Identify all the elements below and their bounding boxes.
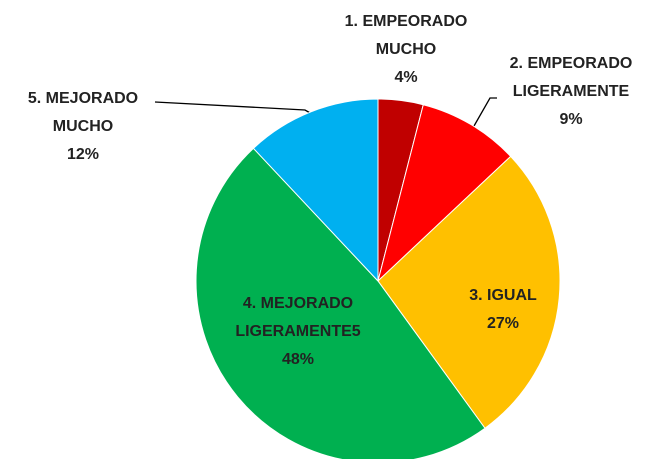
category-label: 4. MEJORADO LIGERAMENTE5 <box>235 295 361 340</box>
value-label: 48% <box>281 351 315 368</box>
pie-slice <box>377 104 512 283</box>
pie-slice <box>252 98 379 283</box>
pie-slice <box>377 155 561 429</box>
value-label: 9% <box>559 111 583 128</box>
slice-label: 3. IGUAL 27% <box>428 282 578 338</box>
leader-line <box>473 97 497 127</box>
category-label: 3. IGUAL <box>469 287 537 304</box>
pie-slice <box>195 147 486 459</box>
slice-label: 4. MEJORADO LIGERAMENTE5 48% <box>223 290 373 374</box>
value-label: 27% <box>486 315 520 332</box>
value-label: 4% <box>394 69 418 86</box>
leader-line <box>154 101 313 115</box>
slice-label: 2. EMPEORADO LIGERAMENTE 9% <box>496 50 646 134</box>
slice-label: 5. MEJORADO MUCHO 12% <box>8 85 158 169</box>
category-label: 5. MEJORADO MUCHO <box>27 90 139 135</box>
value-label: 12% <box>66 146 100 163</box>
slice-label: 1. EMPEORADO MUCHO 4% <box>331 8 481 92</box>
category-label: 2. EMPEORADO LIGERAMENTE <box>509 55 633 100</box>
category-label: 1. EMPEORADO MUCHO <box>344 13 468 58</box>
